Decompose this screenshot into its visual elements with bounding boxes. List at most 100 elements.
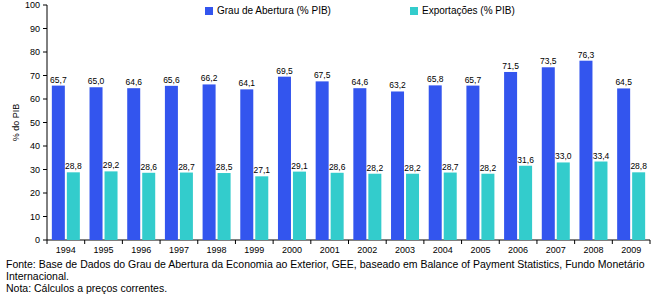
bar (52, 86, 65, 240)
bar (90, 87, 103, 240)
x-tick (348, 240, 349, 244)
x-tick-label: 1997 (169, 245, 189, 255)
y-axis (47, 5, 48, 240)
bars (52, 61, 645, 240)
data-label: 71,5 (502, 61, 519, 71)
bar (444, 173, 457, 240)
bar (429, 85, 442, 240)
x-tick-label: 2009 (621, 245, 641, 255)
data-label: 76,3 (578, 50, 595, 60)
x-tick-label: 2002 (357, 245, 377, 255)
data-label: 28,7 (442, 162, 459, 172)
x-tick (273, 240, 274, 244)
y-tick-label: 70 (30, 71, 40, 81)
x-tick-label: 2001 (320, 245, 340, 255)
x-tick-label: 1998 (207, 245, 227, 255)
legend-label: Exportações (% PIB) (422, 5, 515, 16)
data-label: 28,2 (404, 163, 421, 173)
y-tick-label: 0 (35, 235, 40, 245)
data-label: 28,6 (329, 162, 346, 172)
data-label: 65,7 (50, 75, 67, 85)
data-label: 65,6 (163, 75, 180, 85)
bar (240, 89, 253, 240)
y-tick-label: 20 (30, 188, 40, 198)
x-tick (84, 240, 85, 244)
bar (142, 173, 155, 240)
chart: 0102030405060708090100% do PIB65,765,064… (0, 0, 669, 258)
data-label: 64,5 (615, 77, 632, 87)
data-label: 65,8 (427, 74, 444, 84)
y-tick (43, 122, 47, 123)
y-tick-label: 90 (30, 24, 40, 34)
bar (466, 86, 479, 240)
legend-swatch (205, 7, 213, 15)
footer: Fonte: Base de Dados do Grau de Abertura… (6, 258, 656, 294)
x-tick-label: 2008 (583, 245, 603, 255)
data-label: 29,2 (103, 160, 120, 170)
x-tick (461, 240, 462, 244)
y-tick (43, 193, 47, 194)
bar (127, 88, 140, 240)
data-label: 73,5 (540, 56, 557, 66)
y-tick-label: 40 (30, 141, 40, 151)
data-label: 28,7 (178, 162, 195, 172)
bar (331, 173, 344, 240)
bar (519, 166, 532, 240)
bar (67, 172, 80, 240)
y-tick-label: 60 (30, 94, 40, 104)
data-label: 64,1 (239, 78, 256, 88)
x-tick-label: 1996 (131, 245, 151, 255)
x-tick-label: 2007 (546, 245, 566, 255)
y-tick (43, 99, 47, 100)
bar (293, 172, 306, 240)
x-tick-label: 1995 (94, 245, 114, 255)
x-tick-label: 2004 (433, 245, 453, 255)
x-tick (122, 240, 123, 244)
bar (557, 162, 570, 240)
x-tick (386, 240, 387, 244)
x-tick (574, 240, 575, 244)
bar (617, 88, 630, 240)
y-tick-label: 10 (30, 212, 40, 222)
bar (255, 176, 268, 240)
x-tick (423, 240, 424, 244)
x-tick (160, 240, 161, 244)
data-label: 29,1 (291, 161, 308, 171)
bar (180, 173, 193, 240)
bar (368, 174, 381, 240)
data-label: 28,2 (367, 163, 384, 173)
note: Fonte: Base de Dados do Grau de Abertura… (6, 258, 656, 282)
bar (203, 84, 216, 240)
data-label: 28,5 (216, 162, 233, 172)
x-tick (650, 240, 651, 244)
data-label: 65,0 (88, 76, 105, 86)
data-label: 27,1 (254, 165, 271, 175)
y-axis-label: % do PIB (11, 104, 21, 142)
data-label: 33,0 (555, 151, 572, 161)
y-tick (43, 75, 47, 76)
legend: Grau de Abertura (% PIB) Exportações (% P… (205, 5, 515, 16)
data-label: 31,6 (517, 155, 534, 165)
data-label: 65,7 (465, 75, 482, 85)
data-label: 28,8 (630, 161, 647, 171)
x-tick (612, 240, 613, 244)
bar (481, 174, 494, 240)
data-label: 28,2 (480, 163, 497, 173)
bar (391, 91, 404, 240)
legend-label: Grau de Abertura (% PIB) (217, 5, 331, 16)
y-tick (43, 240, 47, 241)
x-tick (536, 240, 537, 244)
data-label: 64,6 (125, 77, 142, 87)
y-tick (43, 28, 47, 29)
y-tick-label: 30 (30, 165, 40, 175)
bar (632, 172, 645, 240)
x-tick-label: 1994 (56, 245, 76, 255)
y-tick (43, 146, 47, 147)
y-tick-label: 80 (30, 47, 40, 57)
x-tick-label: 2000 (282, 245, 302, 255)
bar (542, 67, 555, 240)
bar (218, 173, 231, 240)
note: Nota: Cálculos a preços correntes. (6, 282, 656, 294)
bar (406, 174, 419, 240)
x-tick-label: 2003 (395, 245, 415, 255)
